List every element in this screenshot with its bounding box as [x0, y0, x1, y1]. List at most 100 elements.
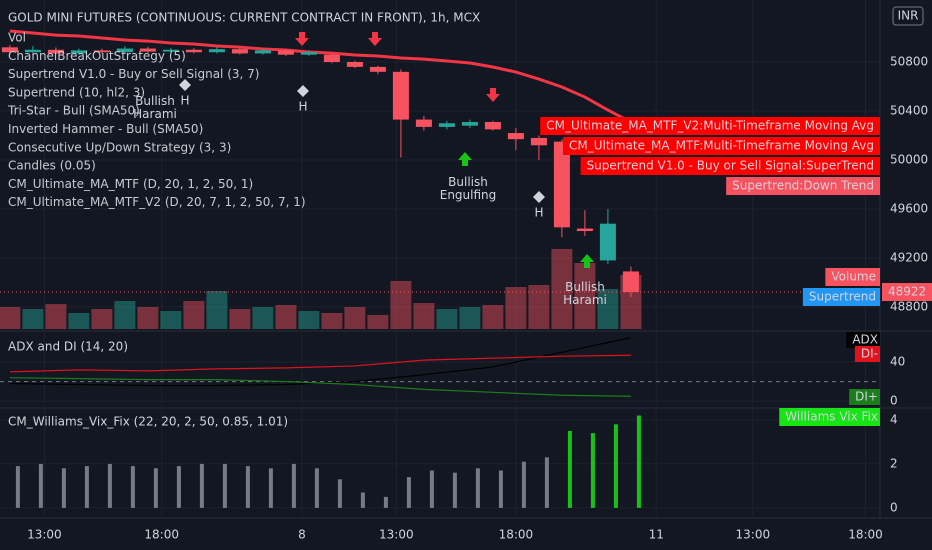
x-tick-label: 18:00	[144, 528, 179, 542]
candle-body	[47, 49, 64, 54]
y-tick-label: 4	[890, 412, 898, 426]
candle-body	[116, 48, 133, 53]
vix-bar	[107, 463, 112, 508]
sell-arrow	[295, 32, 309, 46]
annotation: Bullish Engulfing	[440, 175, 497, 202]
candle-body	[553, 141, 570, 228]
candle-body	[254, 50, 271, 54]
candle-body	[392, 71, 409, 120]
vix-bar	[498, 470, 503, 508]
vix-bar	[406, 477, 411, 508]
volume-bar	[597, 289, 619, 329]
indicator-line	[9, 377, 631, 397]
legend-line: Consecutive Up/Down Strategy (3, 3)	[8, 140, 231, 154]
vix-bar	[15, 466, 20, 508]
overlay-label-box	[563, 137, 880, 155]
x-tick-label: 13:00	[27, 528, 62, 542]
volume-bar	[298, 311, 320, 329]
vix-bar	[245, 466, 250, 508]
signal-diamond	[297, 85, 309, 97]
candle-body	[530, 137, 547, 146]
x-tick-label: 13:00	[736, 528, 771, 542]
volume-bar	[22, 309, 44, 329]
overlay-label-box	[580, 157, 880, 175]
candle-body	[162, 49, 179, 52]
scale-label-box	[802, 288, 880, 306]
candle-body	[24, 49, 41, 53]
legend-line: ChannelBreakOutStrategy (5)	[8, 49, 186, 63]
sell-arrow	[486, 88, 500, 102]
overlay-label-box	[540, 117, 880, 135]
scale-label-text: Volume	[831, 270, 876, 284]
volume-bar	[0, 307, 21, 329]
volume-bar	[137, 307, 159, 329]
candle-body	[484, 122, 501, 130]
volume-bar	[528, 285, 550, 329]
series-label-box	[854, 346, 880, 362]
legend-line: CM_Ultimate_MA_MTF_V2 (D, 20, 7, 1, 2, 5…	[8, 195, 306, 209]
y-tick-label: 48800	[890, 299, 928, 313]
currency-box	[892, 6, 924, 26]
series-label: DI+	[855, 390, 878, 404]
vix-bar	[337, 479, 342, 508]
pane-title: CM_Williams_Vix_Fix (22, 20, 2, 50, 0.85…	[8, 415, 288, 429]
scale-label-box	[825, 268, 880, 286]
volume-bar	[183, 301, 205, 329]
vix-bar	[268, 468, 273, 508]
vix-bar	[636, 415, 641, 508]
vix-bar	[567, 430, 572, 508]
pane-title: ADX and DI (14, 20)	[8, 340, 128, 354]
overlay-label-text: Supertrend:Down Trend	[732, 179, 874, 193]
annotation: H	[298, 100, 307, 114]
vix-bar	[429, 470, 434, 508]
series-label: DI-	[861, 347, 878, 361]
candle-body	[438, 123, 455, 127]
annotation: H	[534, 206, 543, 220]
x-tick-label: 18:00	[499, 528, 534, 542]
vix-bar	[130, 466, 135, 508]
volume-bar	[229, 309, 251, 329]
y-tick-label: 50000	[890, 152, 928, 166]
vix-bar	[38, 463, 43, 508]
indicator-line	[9, 354, 631, 373]
x-tick-label: 18:00	[848, 528, 883, 542]
candle-body	[70, 50, 87, 54]
moving-average-line	[9, 29, 632, 124]
legend-line: Supertrend V1.0 - Buy or Sell Signal (3,…	[8, 67, 259, 81]
candle-body	[1, 47, 18, 53]
volume-bar	[459, 307, 481, 329]
currency-label: INR	[898, 9, 919, 23]
legend-line: Inverted Hammer - Bull (SMA50)	[8, 122, 203, 136]
series-label-box	[846, 332, 880, 348]
volume-bar	[505, 287, 527, 329]
candle-body	[185, 49, 202, 53]
legend-line: Vol	[8, 31, 26, 45]
candle-body	[461, 122, 478, 126]
volume-bar	[252, 307, 274, 329]
vix-bar	[84, 466, 89, 508]
volume-bar	[206, 291, 228, 329]
vix-bar	[314, 468, 319, 508]
volume-bar	[114, 301, 136, 329]
candle-body	[277, 50, 294, 55]
vix-bar	[222, 463, 227, 508]
volume-bar	[275, 305, 297, 329]
volume-bar	[574, 263, 596, 329]
volume-bar	[482, 305, 504, 329]
series-label: Williams Vix Fix	[785, 410, 878, 424]
overlay-label: CM_Ultimate_MA_MTF:Multi-Timeframe Movin…	[563, 137, 880, 155]
vix-bar	[199, 463, 204, 508]
legend-line: CM_Ultimate_MA_MTF (D, 20, 1, 2, 50, 1)	[8, 177, 253, 191]
vix-bar	[521, 461, 526, 508]
overlay-label-text: CM_Ultimate_MA_MTF_V2:Multi-Timeframe Mo…	[546, 119, 874, 133]
x-tick-label: 8	[298, 528, 306, 542]
candle-body	[507, 133, 524, 140]
candle-body	[369, 66, 386, 72]
candle-body	[208, 49, 225, 53]
annotation: Bullish Harami	[563, 280, 607, 307]
y-tick-label: 40	[890, 355, 905, 369]
y-tick-label: 49600	[890, 201, 928, 215]
overlay-label-box	[726, 177, 880, 195]
sell-arrow	[368, 32, 382, 46]
